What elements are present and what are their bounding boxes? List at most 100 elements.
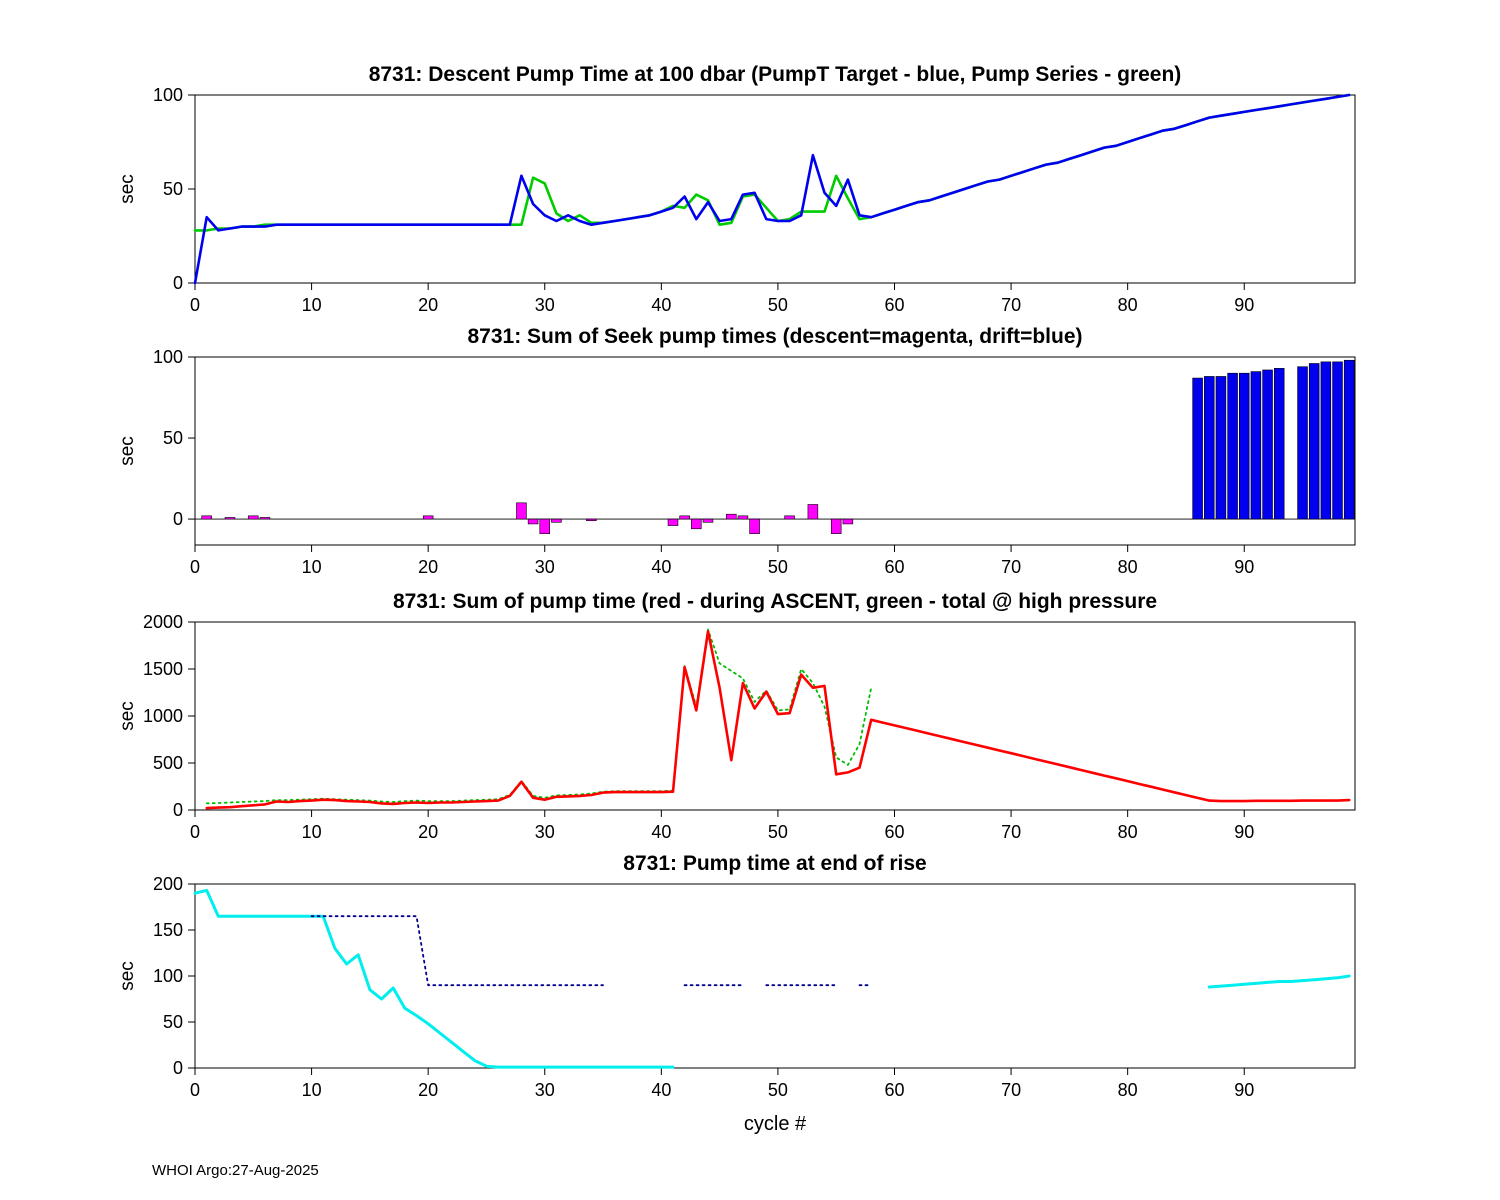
descent-magenta-bars-bar	[551, 518, 562, 523]
x-tick-label: 60	[884, 295, 904, 315]
y-tick-label: 100	[153, 85, 183, 105]
drift-blue-bars-bar	[1273, 368, 1285, 520]
y-tick-label: 1500	[143, 659, 183, 679]
descent-magenta-bars-bar	[516, 502, 527, 520]
x-tick-label: 80	[1118, 822, 1138, 842]
chart-title: 8731: Pump time at end of rise	[623, 852, 926, 875]
descent-magenta-bars-bar	[726, 513, 737, 520]
descent-magenta-bars-bar	[842, 518, 854, 525]
chart-title: 8731: Sum of Seek pump times (descent=ma…	[468, 325, 1083, 348]
x-tick-label: 90	[1234, 1080, 1254, 1100]
y-tick-label: 0	[173, 273, 183, 293]
drift-blue-bars-bar	[1250, 371, 1262, 520]
y-tick-label: 50	[163, 1012, 183, 1032]
y-axis-label: sec	[117, 961, 138, 991]
drift-blue-bars-bar	[1308, 363, 1320, 520]
descent-magenta-bars-bar	[539, 518, 551, 534]
x-tick-label: 80	[1118, 557, 1138, 577]
x-tick-label: 20	[418, 822, 438, 842]
x-tick-label: 40	[651, 295, 671, 315]
x-tick-label: 50	[768, 1080, 788, 1100]
x-tick-label: 40	[651, 557, 671, 577]
x-tick-label: 10	[302, 557, 322, 577]
axes-box	[194, 356, 1356, 546]
y-axis-label: sec	[117, 701, 138, 731]
x-tick-label: 70	[1001, 822, 1021, 842]
descent-magenta-bars-bar	[702, 518, 714, 523]
x-tick-label: 30	[535, 557, 555, 577]
chart-title: 8731: Sum of pump time (red - during ASC…	[393, 590, 1157, 613]
y-tick-label: 500	[153, 753, 183, 773]
descent-magenta-bars-bar	[422, 515, 434, 520]
drift-blue-bars-bar	[1262, 369, 1273, 520]
x-tick-label: 0	[190, 822, 200, 842]
drift-blue-bars-bar	[1297, 366, 1308, 520]
ascent-red-line	[205, 630, 1351, 810]
x-tick-label: 10	[302, 295, 322, 315]
descent-magenta-bars-bar	[679, 515, 690, 520]
descent-magenta-bars-bar	[807, 504, 819, 520]
x-tick-label: 40	[651, 822, 671, 842]
x-tick-label: 80	[1118, 295, 1138, 315]
y-tick-label: 200	[153, 874, 183, 894]
footer-text: WHOI Argo:27-Aug-2025	[152, 1162, 319, 1179]
chart-title: 8731: Descent Pump Time at 100 dbar (Pum…	[369, 63, 1182, 86]
x-tick-label: 50	[768, 295, 788, 315]
drift-blue-bars-bar	[1227, 372, 1238, 520]
descent-magenta-bars-bar	[527, 518, 539, 525]
x-tick-label: 20	[418, 295, 438, 315]
x-tick-label: 30	[535, 822, 555, 842]
pumpt-target-blue-line	[193, 93, 1351, 285]
x-tick-label: 90	[1234, 557, 1254, 577]
y-tick-label: 1000	[143, 706, 183, 726]
drift-blue-bars-bar	[1215, 376, 1227, 520]
x-tick-label: 20	[418, 1080, 438, 1100]
x-tick-label: 10	[302, 822, 322, 842]
descent-magenta-bars-bar	[224, 517, 236, 520]
drift-blue-bars-bar	[1332, 361, 1343, 520]
y-axis-label: sec	[117, 174, 138, 204]
x-tick-label: 60	[884, 822, 904, 842]
y-tick-label: 0	[173, 509, 183, 529]
y-tick-label: 0	[173, 800, 183, 820]
rise-target-navy-dotted-line	[310, 915, 873, 987]
x-tick-label: 0	[190, 295, 200, 315]
x-tick-label: 20	[418, 557, 438, 577]
x-axis-label: cycle #	[744, 1113, 807, 1135]
x-tick-label: 70	[1001, 295, 1021, 315]
rise-cyan-line	[193, 888, 1351, 1069]
x-tick-label: 60	[884, 557, 904, 577]
descent-magenta-bars-bar	[667, 518, 679, 526]
x-tick-label: 60	[884, 1080, 904, 1100]
y-tick-label: 100	[153, 347, 183, 367]
chart-2: 0 10 20 30 40 50 60 70 80 90 0 50 100 8731: Sum of Se…	[117, 325, 1356, 577]
descent-magenta-bars-bar	[737, 515, 749, 520]
x-tick-label: 80	[1118, 1080, 1138, 1100]
descent-magenta-bars-bar	[784, 515, 795, 520]
chart-3: 0 10 20 30 40 50 60 70 80 90 0 500 1000 1500 2000 8731:…	[117, 590, 1356, 842]
descent-magenta-bars-bar	[201, 515, 212, 520]
x-tick-label: 90	[1234, 295, 1254, 315]
descent-magenta-bars-bar	[830, 518, 842, 534]
y-tick-label: 100	[153, 966, 183, 986]
x-tick-label: 30	[535, 295, 555, 315]
x-tick-label: 10	[302, 1080, 322, 1100]
x-tick-label: 70	[1001, 1080, 1021, 1100]
chart-4: 0 10 20 30 40 50 60 70 80 90 0 50 100 150 200 8731: Pum…	[117, 852, 1356, 1135]
descent-magenta-bars-bar	[259, 517, 271, 520]
x-tick-label: 50	[768, 822, 788, 842]
x-tick-label: 30	[535, 1080, 555, 1100]
chart-1: 0 10 20 30 40 50 60 70 80 90 0 50 100 8731: Descent P…	[117, 63, 1356, 315]
y-tick-label: 0	[173, 1058, 183, 1078]
x-tick-label: 0	[190, 557, 200, 577]
descent-magenta-bars-bar	[586, 518, 597, 521]
descent-magenta-bars-bar	[749, 518, 760, 534]
x-tick-label: 0	[190, 1080, 200, 1100]
y-tick-label: 150	[153, 920, 183, 940]
drift-blue-bars-bar	[1238, 372, 1250, 520]
x-tick-label: 70	[1001, 557, 1021, 577]
y-tick-label: 50	[163, 179, 183, 199]
drift-blue-bars-bar	[1204, 376, 1215, 520]
